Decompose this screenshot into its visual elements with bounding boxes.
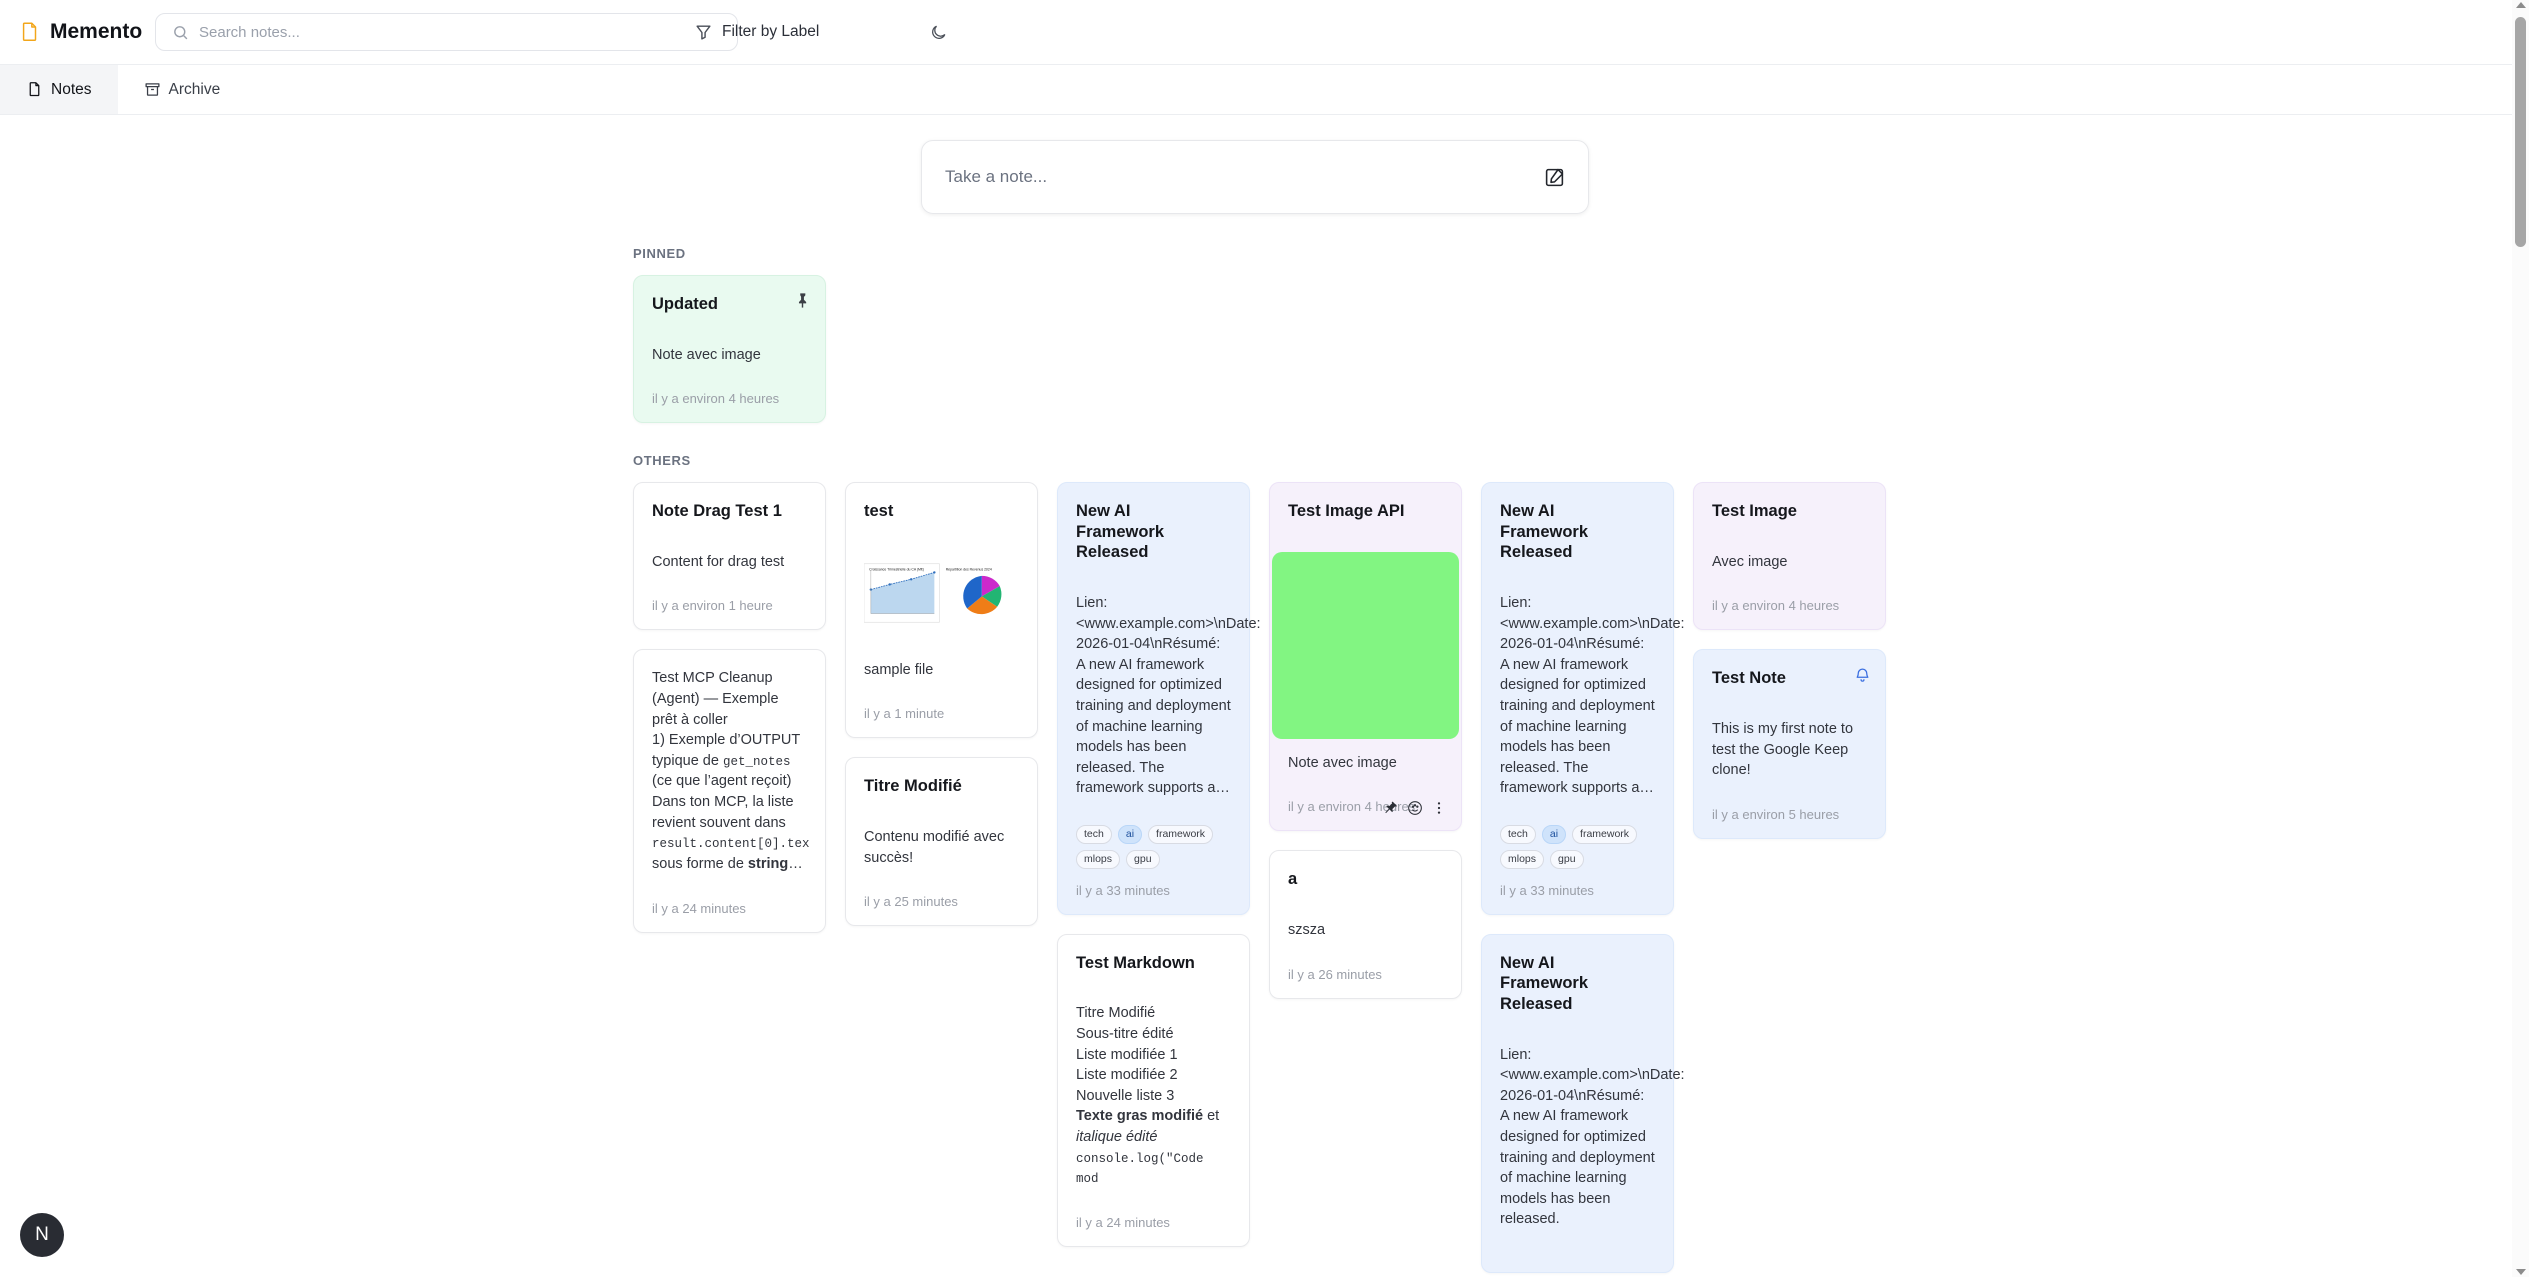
svg-text:Croissance Trimestrielle du CA: Croissance Trimestrielle du CA (M€) [869,568,924,572]
svg-text:Répartition des Revenus 2024: Répartition des Revenus 2024 [945,568,991,572]
